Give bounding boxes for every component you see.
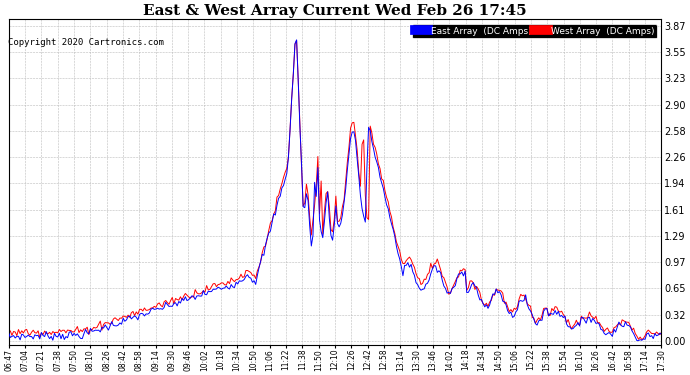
Text: Copyright 2020 Cartronics.com: Copyright 2020 Cartronics.com: [8, 38, 164, 47]
Legend: East Array  (DC Amps), West Array  (DC Amps): East Array (DC Amps), West Array (DC Amp…: [412, 24, 657, 38]
Title: East & West Array Current Wed Feb 26 17:45: East & West Array Current Wed Feb 26 17:…: [144, 4, 527, 18]
